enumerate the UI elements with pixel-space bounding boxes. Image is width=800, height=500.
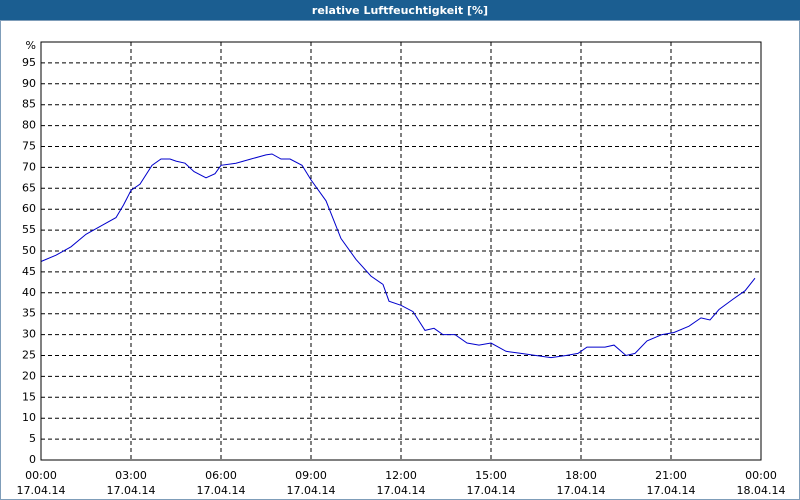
y-tick-label: 75 [22,140,36,153]
y-tick-label: 20 [22,369,36,382]
x-tick-date: 17.04.14 [557,484,606,497]
x-tick-label: 03:00 [115,469,147,482]
x-tick-date: 18.04.14 [737,484,786,497]
y-tick-label: 60 [22,202,36,215]
chart-title: relative Luftfeuchtigkeit [%] [312,4,488,17]
title-bar [0,0,800,20]
y-tick-label: 25 [22,349,36,362]
y-tick-label: 5 [29,432,36,445]
y-tick-label: 10 [22,411,36,424]
x-tick-date: 17.04.14 [17,484,66,497]
x-tick-label: 00:00 [745,469,777,482]
x-tick-date: 17.04.14 [647,484,696,497]
y-axis-label: % [26,39,36,52]
y-tick-label: 95 [22,56,36,69]
y-tick-label: 65 [22,181,36,194]
x-tick-date: 17.04.14 [287,484,336,497]
y-tick-label: 0 [29,453,36,466]
x-tick-label: 00:00 [25,469,57,482]
x-tick-label: 09:00 [295,469,327,482]
y-tick-label: 90 [22,77,36,90]
y-tick-label: 30 [22,328,36,341]
x-tick-label: 15:00 [475,469,507,482]
x-tick-date: 17.04.14 [197,484,246,497]
x-tick-label: 18:00 [565,469,597,482]
y-tick-label: 45 [22,265,36,278]
y-tick-label: 70 [22,160,36,173]
x-tick-date: 17.04.14 [467,484,516,497]
x-tick-date: 17.04.14 [377,484,426,497]
y-tick-label: 15 [22,390,36,403]
y-tick-label: 85 [22,98,36,111]
data-line [40,153,756,359]
y-tick-label: 55 [22,223,36,236]
plot-border [40,41,762,461]
y-tick-label: 80 [22,119,36,132]
x-tick-label: 12:00 [385,469,417,482]
x-tick-label: 21:00 [655,469,687,482]
y-tick-label: 35 [22,307,36,320]
x-tick-label: 06:00 [205,469,237,482]
x-tick-date: 17.04.14 [107,484,156,497]
y-tick-label: 50 [22,244,36,257]
y-tick-label: 40 [22,286,36,299]
